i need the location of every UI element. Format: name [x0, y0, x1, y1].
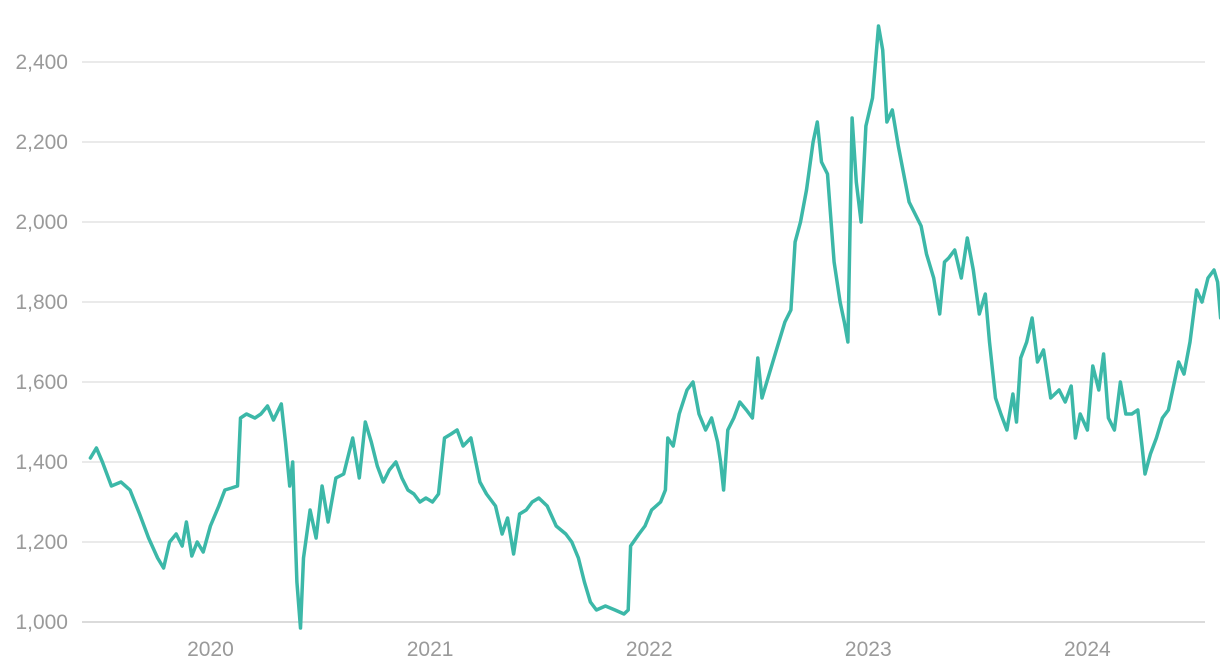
- y-tick-label: 1,600: [15, 371, 68, 394]
- series-layer: [88, 24, 1220, 630]
- y-tick-label: 1,800: [15, 291, 68, 314]
- x-axis-tick-labels: 2020 2021 2022 2023 2024: [187, 638, 1111, 661]
- x-tick-label: 2021: [407, 638, 454, 661]
- y-axis-tick-labels: 1,000 1,200 1,400 1,600 1,800 2,000 2,200 2,400: [15, 51, 68, 634]
- x-tick-label: 2022: [626, 638, 673, 661]
- y-tick-label: 2,000: [15, 211, 68, 234]
- y-tick-label: 2,200: [15, 131, 68, 154]
- y-tick-label: 1,200: [15, 531, 68, 554]
- y-tick-label: 1,400: [15, 451, 68, 474]
- y-tick-label: 1,000: [15, 611, 68, 634]
- y-tick-label: 2,400: [15, 51, 68, 74]
- series-line-0: [88, 24, 1220, 630]
- x-tick-label: 2020: [187, 638, 234, 661]
- gridlines: [82, 61, 1205, 623]
- x-tick-label: 2024: [1064, 638, 1111, 661]
- x-tick-label: 2023: [845, 638, 892, 661]
